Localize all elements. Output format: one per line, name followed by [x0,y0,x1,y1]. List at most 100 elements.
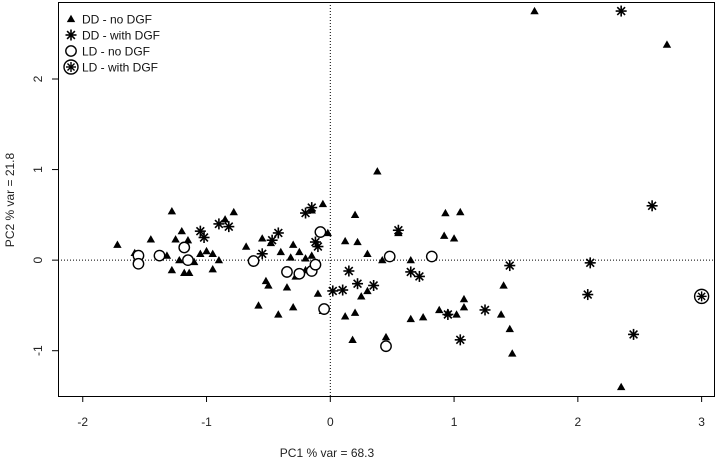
data-point-series-0 [350,210,360,219]
data-point-series-1 [272,227,284,239]
data-point-series-2 [293,267,306,280]
data-point-series-2 [132,257,145,270]
data-point-series-0 [340,312,350,320]
data-point-series-0 [449,234,459,242]
data-point-series-0 [167,207,177,215]
data-point-series-0 [214,255,224,264]
data-point-series-0 [113,240,122,248]
data-point-series-0 [286,253,295,261]
x-tick-label: -2 [77,415,88,429]
data-point-series-0 [378,255,387,264]
data-point-series-0 [301,254,310,262]
data-point-series-0 [459,294,469,303]
data-point-series-0 [196,249,205,257]
data-point-series-2 [318,303,331,315]
x-axis-ticks: -2 -1 0 1 2 3 [77,396,705,429]
data-point-series-1 [368,279,380,291]
data-point-series-2 [380,340,392,353]
data-point-series-0 [276,247,285,256]
data-point-series-1 [582,289,594,301]
data-point-series-2 [247,255,260,267]
data-point-series-0 [202,246,211,255]
data-point-series-1 [343,265,355,277]
legend: DD - no DGF DD - with DGF LD - no DGF LD - … [63,13,160,75]
data-point-series-0 [406,255,415,264]
data-point-series-1 [256,248,268,260]
data-point-series-1 [413,270,425,282]
data-point-series-3 [693,288,710,305]
data-point-series-1 [306,202,318,214]
data-point-series-0 [229,207,238,216]
legend-label-0: DD - no DGF [82,13,152,27]
data-point-series-1 [479,304,491,316]
data-point-series-0 [264,281,273,289]
x-tick-label: 3 [698,415,705,429]
y-axis-ticks: -1 0 1 2 [31,75,58,356]
data-point-series-1 [454,334,466,346]
data-point-series-0 [381,332,391,341]
data-point-series-2 [153,249,166,262]
data-point-series-1 [213,218,225,230]
data-point-series-0 [452,310,461,318]
data-point-series-0 [363,286,372,295]
data-point-series-0 [177,226,186,235]
legend-marker-2 [65,45,77,57]
data-point-series-0 [373,167,382,175]
data-point-series-1 [198,231,210,243]
legend-marker-0 [66,14,76,23]
data-point-series-0 [363,249,372,257]
data-point-series-1 [392,224,404,236]
x-tick-label: -1 [201,415,212,429]
legend-label-3: LD - with DGF [82,61,158,75]
data-point-series-0 [288,240,298,248]
data-point-series-0 [274,310,283,318]
data-point-series-0 [439,231,449,239]
data-point-series-1 [405,266,417,278]
data-point-series-0 [171,235,180,243]
data-point-series-1 [309,236,321,248]
data-point-series-0 [353,237,362,246]
data-point-series-0 [254,301,263,309]
data-point-series-1 [584,257,596,269]
data-point-series-0 [508,349,517,357]
data-point-series-0 [146,235,156,243]
data-point-series-0 [208,264,217,273]
data-point-series-2 [383,250,396,263]
data-point-series-0 [307,251,316,259]
data-point-series-0 [530,6,539,15]
x-axis-label: PC1 % var = 68.3 [280,446,375,460]
data-point-series-2 [309,258,322,271]
data-point-series-0 [350,308,360,316]
data-point-series-0 [505,324,514,333]
data-point-series-1 [442,308,454,320]
data-point-series-0 [167,265,177,274]
data-point-series-0 [406,314,415,323]
y-tick-label: 0 [31,256,45,263]
data-point-series-0 [282,283,292,291]
data-point-series-1 [327,285,339,297]
legend-marker-3 [63,59,79,75]
data-point-series-0 [208,249,217,257]
data-point-series-0 [459,303,469,311]
data-point-series-0 [357,292,366,300]
data-point-series-0 [340,236,350,245]
data-point-series-1 [266,234,278,246]
data-point-series-0 [348,335,357,343]
data-point-series-0 [418,313,428,321]
legend-label-1: DD - with DGF [82,29,160,43]
data-point-series-2 [425,250,438,263]
data-point-series-1 [223,221,235,233]
data-point-series-1 [628,328,640,340]
data-point-series-2 [178,241,191,254]
data-point-series-0 [435,305,444,314]
data-point-series-0 [318,199,328,208]
data-point-series-0 [313,289,323,297]
x-tick-label: 1 [451,415,458,429]
data-point-series-1 [646,200,658,212]
data-point-series-0 [288,303,298,311]
y-axis-label: PC2 % var = 21.8 [3,152,17,247]
data-point-series-0 [241,242,251,250]
data-point-series-0 [616,382,626,391]
data-point-series-2 [314,226,327,238]
